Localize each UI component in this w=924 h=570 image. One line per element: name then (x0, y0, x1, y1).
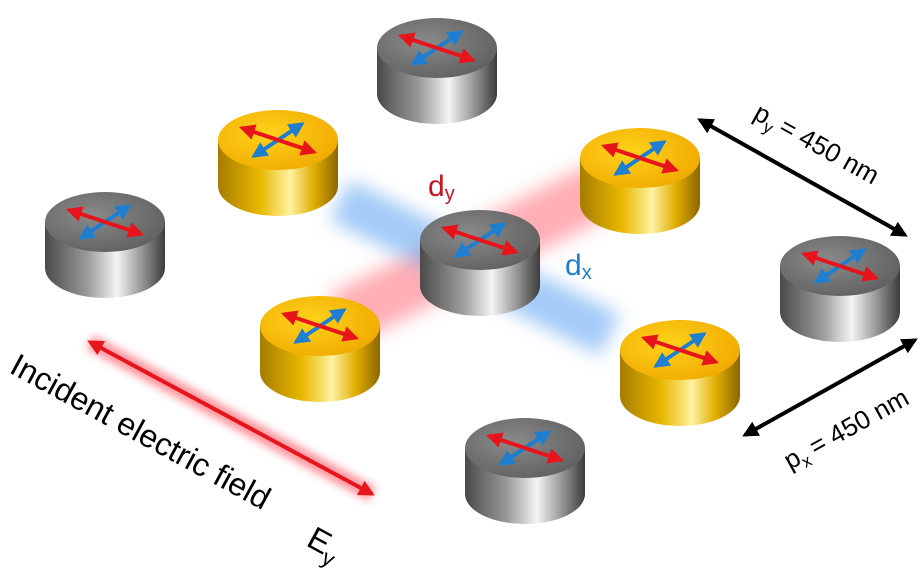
symbol: d (565, 249, 582, 282)
dipole-red (65, 206, 145, 238)
symbol: d (428, 170, 445, 203)
dipole-red (640, 334, 720, 366)
nanodisk (780, 236, 900, 342)
px-label: px= 450 nm (778, 382, 915, 479)
nanodisk (377, 18, 497, 124)
dy-label: dy (428, 170, 455, 205)
dipole-red (440, 224, 520, 256)
dipole-red (238, 124, 318, 156)
value: = 450 nm (774, 111, 884, 190)
nanodisk-array (45, 18, 900, 524)
dipole-red (600, 142, 680, 174)
nanodisk (420, 210, 540, 316)
dipole-red (397, 32, 477, 64)
dx-label: dx (565, 249, 592, 284)
nanodisk (580, 128, 700, 234)
nanodisk (260, 296, 380, 402)
dipole-red (800, 250, 880, 282)
field-symbol: Ey (299, 520, 347, 570)
subscript: x (582, 262, 592, 284)
nanodisk (465, 418, 585, 524)
py-label: py= 450 nm (747, 97, 884, 194)
period-arrow-x (742, 338, 918, 437)
period-arrow-y (697, 118, 908, 237)
dipole-red (280, 310, 360, 342)
dipole-red (485, 432, 565, 464)
nanodisk (620, 320, 740, 426)
nanodisk (45, 192, 165, 298)
nanodisk (218, 110, 338, 216)
subscript: y (445, 183, 455, 205)
field-arrow (87, 340, 375, 496)
